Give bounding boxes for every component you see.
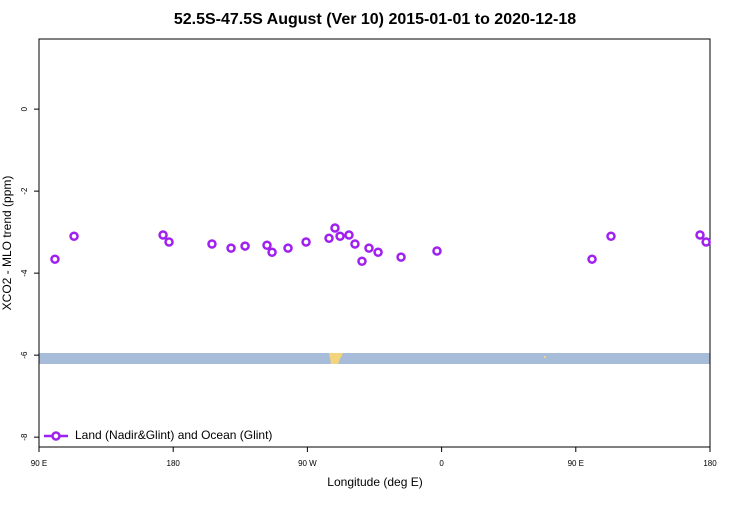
map-strip xyxy=(39,353,710,364)
legend-label: Land (Nadir&Glint) and Ocean (Glint) xyxy=(75,428,272,442)
data-point xyxy=(335,231,345,241)
data-point xyxy=(606,231,616,241)
y-tick-label: 0 xyxy=(20,106,29,111)
legend-marker xyxy=(51,431,61,441)
x-tick-label: 90 E xyxy=(568,459,584,468)
data-point xyxy=(226,243,236,253)
plot-frame xyxy=(38,38,711,448)
data-point xyxy=(396,252,406,262)
data-point xyxy=(240,241,250,251)
data-point xyxy=(330,223,340,233)
x-tick-label: 90 W xyxy=(298,459,317,468)
data-point xyxy=(364,243,374,253)
x-tick-label: 0 xyxy=(439,459,444,468)
data-point xyxy=(373,247,383,257)
data-point xyxy=(262,240,272,251)
y-tick-label: -8 xyxy=(20,433,29,441)
data-point xyxy=(350,239,360,249)
chart-title: 52.5S-47.5S August (Ver 10) 2015-01-01 t… xyxy=(174,11,576,28)
data-point xyxy=(69,231,79,241)
x-tick-label: 180 xyxy=(167,459,181,468)
data-point xyxy=(587,254,597,264)
y-tick-label: -6 xyxy=(20,351,29,359)
data-point xyxy=(50,254,60,264)
y-axis-label: XCO2 - MLO trend (ppm) xyxy=(0,176,14,311)
data-point xyxy=(357,256,367,266)
data-point xyxy=(432,246,442,256)
y-tick-label: -2 xyxy=(20,187,29,195)
data-point xyxy=(701,237,711,247)
data-point xyxy=(158,230,168,240)
data-point xyxy=(695,230,705,240)
land-patch xyxy=(329,353,343,364)
data-point xyxy=(267,247,277,257)
data-point xyxy=(164,237,174,247)
land-patch xyxy=(544,356,546,358)
y-tick-label: -4 xyxy=(20,269,29,277)
x-axis-label: Longitude (deg E) xyxy=(327,475,422,489)
data-point xyxy=(207,239,217,249)
x-tick-label: 180 xyxy=(703,459,717,468)
x-tick-label: 90 E xyxy=(31,459,47,468)
data-point xyxy=(324,233,334,244)
data-point xyxy=(283,243,293,253)
data-point xyxy=(344,230,354,240)
data-point xyxy=(301,237,311,247)
